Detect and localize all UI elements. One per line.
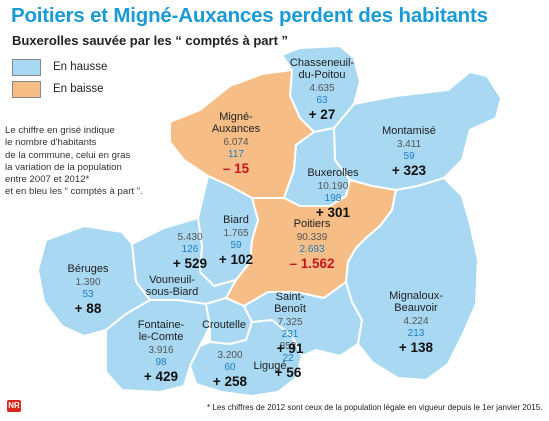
commune-name-liguge: Ligugé: [253, 360, 286, 372]
compted-value-fontaine: 98: [155, 357, 167, 368]
variation-value-vouneuil: + 529: [173, 256, 207, 271]
map-note: Le chiffre en grisé indique le nombre d'…: [5, 125, 165, 199]
variation-value-buxerolles: + 301: [316, 205, 351, 220]
commune-name-croutelle: Croutelle: [202, 319, 246, 331]
map-title: Poitiers et Migné-Auxances perdent des h…: [11, 4, 488, 27]
commune-name-vouneuil: Vouneuil-: [149, 274, 195, 286]
legend-label-increase: En hausse: [53, 61, 108, 73]
commune-name-stbenoit: Saint-: [276, 291, 305, 303]
note-line: le nombre d'habitants: [5, 137, 97, 149]
population-value-vouneuil: 5.430: [177, 232, 202, 243]
variation-value-fontaine: + 429: [144, 369, 178, 384]
legend-swatch-increase: [12, 58, 41, 76]
compted-value-chasseneuil: 63: [316, 95, 328, 106]
map-subtitle: Buxerolles sauvée par les “ comptés à pa…: [12, 33, 289, 48]
population-value-liguge: 3.200: [217, 350, 242, 361]
region-mignaloux[interactable]: [345, 177, 479, 381]
commune-name-montamise: Montamisé: [382, 125, 436, 137]
compted-value-buxerolles: 198: [325, 193, 342, 204]
note-line: et en bleu les “ comptés à part ”.: [5, 186, 143, 198]
note-line: Le chiffre en grisé indique: [5, 125, 115, 136]
note-line: la variation de la population: [5, 161, 122, 173]
commune-name-mignaloux: Mignaloux-: [389, 290, 443, 302]
commune-name-migne: Auxances: [212, 123, 261, 135]
legend-item-decrease: En baisse: [12, 80, 104, 98]
variation-value-stbenoit: + 91: [277, 341, 304, 356]
legend-swatch-decrease: [12, 80, 41, 98]
commune-name-fontaine: le-Comte: [139, 331, 184, 343]
compted-value-mignaloux: 213: [408, 328, 425, 339]
note-line: de la commune, celui en gras: [5, 149, 131, 161]
population-value-biard: 1.765: [223, 228, 248, 239]
variation-value-poitiers: – 1.562: [289, 256, 334, 271]
commune-name-buxerolles: Buxerolles: [307, 167, 359, 179]
population-value-stbenoit: 7.325: [277, 317, 302, 328]
population-value-buxerolles: 10.190: [318, 181, 349, 192]
population-value-beruges: 1.390: [75, 277, 100, 288]
commune-name-mignaloux: Beauvoir: [394, 302, 438, 314]
population-value-montamise: 3.411: [397, 139, 422, 150]
note-line: entre 2007 et 2012*: [5, 174, 90, 186]
variation-value-biard: + 102: [219, 252, 253, 267]
variation-value-croutelle: + 56: [275, 365, 302, 380]
newspaper-logo-icon: NR: [7, 400, 21, 412]
region-liguge[interactable]: [189, 319, 303, 397]
compted-value-beruges: 53: [82, 289, 94, 300]
commune-name-chasseneuil: Chasseneuil-: [290, 57, 355, 69]
population-value-fontaine: 3.916: [148, 345, 173, 356]
compted-value-migne: 117: [228, 149, 244, 160]
variation-value-montamise: + 323: [392, 163, 427, 178]
compted-value-croutelle: 22: [282, 353, 294, 364]
commune-name-chasseneuil: du-Poitou: [298, 69, 345, 81]
variation-value-chasseneuil: + 27: [309, 107, 336, 122]
variation-value-mignaloux: + 138: [399, 340, 434, 355]
commune-name-biard: Biard: [223, 214, 249, 226]
commune-shapes: [37, 45, 502, 397]
commune-name-migne: Migné-: [219, 111, 253, 123]
population-value-migne: 6.074: [223, 137, 248, 148]
compted-value-montamise: 59: [403, 151, 415, 162]
compted-value-liguge: 60: [224, 362, 236, 373]
footnote: * Les chiffres de 2012 sont ceux de la p…: [207, 403, 543, 412]
variation-value-liguge: + 258: [213, 374, 248, 389]
compted-value-biard: 59: [230, 240, 242, 251]
population-value-mignaloux: 4.224: [403, 316, 428, 327]
population-value-poitiers: 90.339: [297, 232, 328, 243]
variation-value-beruges: + 88: [75, 301, 102, 316]
population-value-croutelle: 852: [280, 341, 297, 352]
legend-label-decrease: En baisse: [53, 83, 104, 95]
commune-name-stbenoit: Benoît: [274, 303, 306, 315]
compted-value-poitiers: 2.693: [299, 244, 324, 255]
compted-value-vouneuil: 126: [182, 244, 199, 255]
commune-name-fontaine: Fontaine-: [138, 319, 185, 331]
legend-item-increase: En hausse: [12, 58, 107, 76]
variation-value-migne: – 15: [223, 161, 250, 176]
commune-name-beruges: Béruges: [68, 263, 109, 275]
commune-name-vouneuil: sous-Biard: [146, 286, 199, 298]
population-value-chasseneuil: 4.635: [309, 83, 334, 94]
compted-value-stbenoit: 231: [282, 329, 299, 340]
commune-name-poitiers: Poitiers: [294, 218, 331, 230]
